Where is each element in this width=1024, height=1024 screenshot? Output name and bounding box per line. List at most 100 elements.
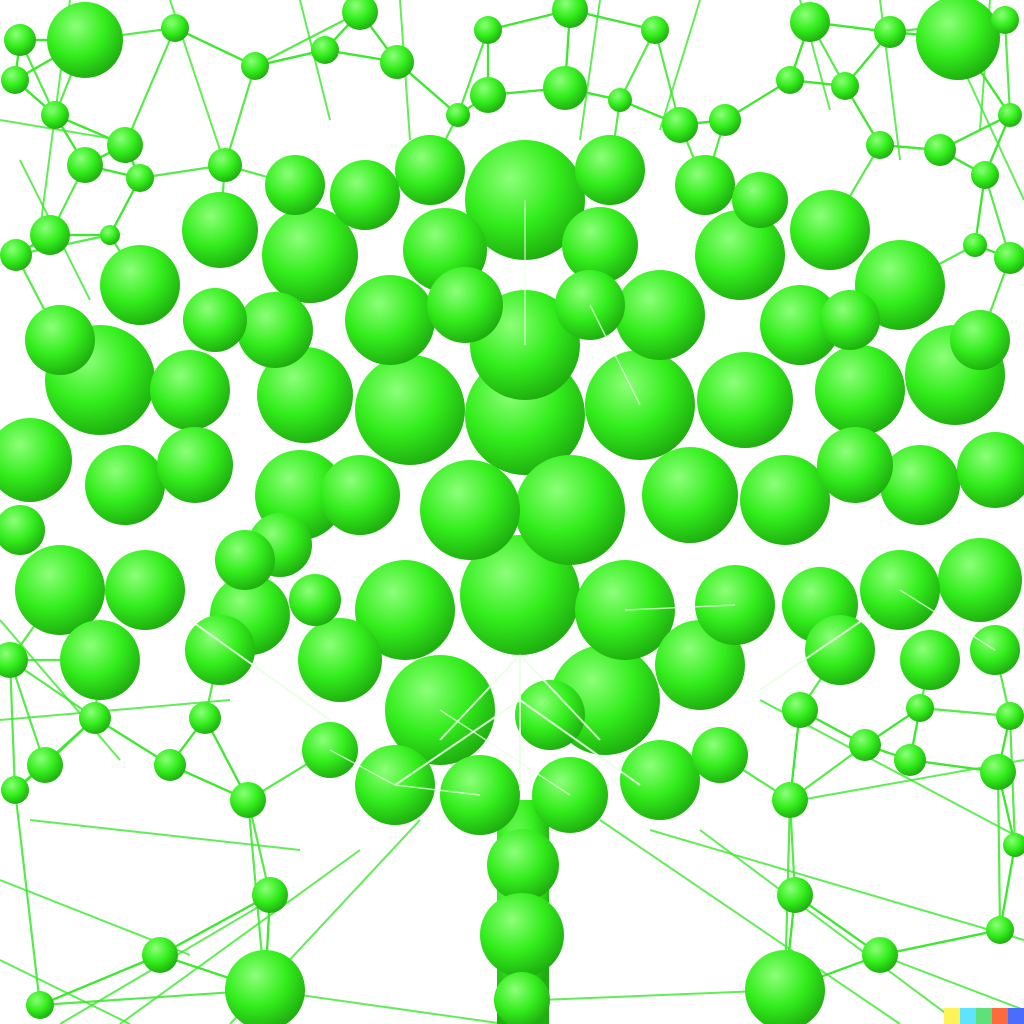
crown-sphere	[15, 545, 105, 635]
tree-trunk	[480, 800, 564, 1024]
crown-sphere	[938, 538, 1022, 622]
network-link	[879, 954, 1024, 1011]
network-node	[782, 692, 818, 728]
trunk-sphere	[487, 829, 559, 901]
network-node	[745, 950, 825, 1024]
network-node	[100, 225, 120, 245]
network-link	[579, 0, 601, 141]
crown-sphere	[900, 630, 960, 690]
network-node	[225, 950, 305, 1024]
network-node	[79, 702, 111, 734]
crown-sphere	[855, 240, 945, 330]
network-node	[963, 233, 987, 257]
network-node	[230, 782, 266, 818]
network-link	[0, 959, 131, 1024]
watermark-swatch	[992, 1008, 1008, 1024]
crown-sphere	[257, 347, 353, 443]
network-node	[916, 0, 1000, 80]
network-link	[456, 28, 490, 117]
crown-sphere	[427, 267, 503, 343]
network-node	[26, 991, 54, 1019]
network-link	[38, 953, 162, 1007]
crown-sphere	[265, 155, 325, 215]
crown-sphere	[957, 432, 1024, 508]
crown-sphere	[790, 190, 870, 270]
crown-sphere	[615, 270, 705, 360]
network-node	[971, 161, 999, 189]
network-node	[380, 45, 414, 79]
crown-sphere	[692, 727, 748, 783]
network-link	[173, 26, 257, 68]
wire-highlight	[519, 654, 601, 741]
watermark-swatch	[960, 1008, 976, 1024]
network-link	[8, 658, 17, 792]
network-node	[608, 88, 632, 112]
watermark-swatch	[976, 1008, 992, 1024]
crown-sphere	[320, 455, 400, 535]
crown-sphere	[185, 615, 255, 685]
crown-sphere	[262, 207, 358, 303]
crown-sphere	[395, 135, 465, 205]
network-node	[874, 16, 906, 48]
network-link	[539, 989, 786, 1001]
crown-sphere	[620, 740, 700, 820]
network-link	[996, 770, 1002, 932]
wire-highlight	[394, 699, 521, 786]
network-node	[776, 66, 804, 94]
network-node	[552, 0, 588, 28]
crown-sphere	[817, 427, 893, 503]
trunk-sphere	[480, 893, 564, 977]
network-node	[161, 14, 189, 42]
network-node	[1, 776, 29, 804]
network-link	[13, 788, 42, 1007]
network-link	[0, 619, 121, 761]
crown-sphere	[460, 535, 580, 655]
network-node	[994, 242, 1024, 274]
network-link	[659, 0, 701, 131]
network-node	[47, 2, 123, 78]
network-node	[849, 729, 881, 761]
network-node	[0, 642, 28, 678]
crown-sphere	[820, 290, 880, 350]
network-node	[30, 215, 70, 255]
network-link	[599, 819, 901, 1024]
network-link	[123, 26, 177, 147]
crown-sphere	[25, 305, 95, 375]
network-node	[866, 131, 894, 159]
network-node	[986, 916, 1014, 944]
crown-sphere	[880, 445, 960, 525]
wire-highlight	[519, 699, 641, 786]
network-node	[107, 127, 143, 163]
network-node	[980, 754, 1016, 790]
network-link	[1003, 18, 1012, 117]
crown-sphere	[345, 275, 435, 365]
network-link	[29, 819, 301, 851]
wire-highlight	[439, 654, 521, 741]
network-link	[878, 928, 1002, 957]
network-node	[189, 702, 221, 734]
crown-sphere	[237, 292, 313, 368]
network-node	[474, 16, 502, 44]
crown-sphere	[760, 285, 840, 365]
network-node	[0, 239, 32, 271]
network-link	[299, 0, 331, 121]
watermark-swatch	[944, 1008, 960, 1024]
crown-sphere	[150, 350, 230, 430]
wire-highlight	[394, 784, 481, 796]
crown-sphere	[732, 172, 788, 228]
crown-sphere	[950, 310, 1010, 370]
crown-sphere	[642, 447, 738, 543]
network-node	[996, 702, 1024, 730]
network-link	[918, 706, 1012, 718]
network-node	[991, 6, 1019, 34]
network-link	[223, 64, 257, 167]
network-node	[862, 937, 898, 973]
network-node	[709, 104, 741, 136]
network-node	[241, 52, 269, 80]
network-node	[924, 134, 956, 166]
network-node	[142, 937, 178, 973]
wire-highlight	[624, 604, 736, 611]
network-node	[446, 103, 470, 127]
wire-highlight	[189, 619, 331, 721]
